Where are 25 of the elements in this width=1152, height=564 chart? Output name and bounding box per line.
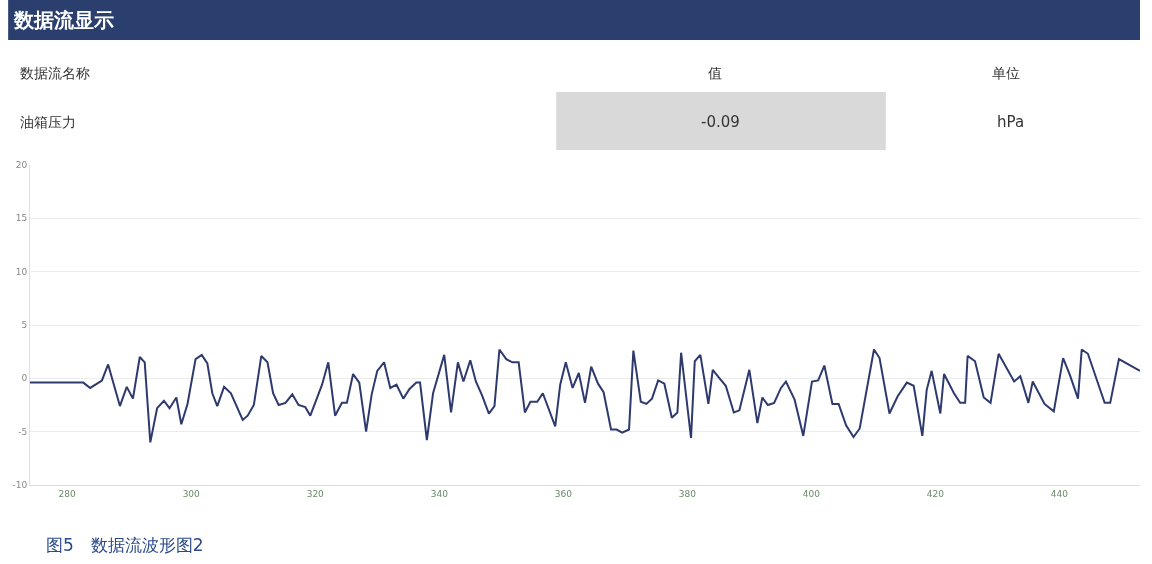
text: -0.09 bbox=[701, 113, 740, 131]
caption: 图5 数据流波形图2 bbox=[46, 535, 204, 555]
x-tick-label: 360 bbox=[554, 488, 573, 499]
y-tick-label: 10 bbox=[15, 266, 28, 277]
x-tick-label: 400 bbox=[802, 488, 821, 499]
x-tick-label: 340 bbox=[430, 488, 449, 499]
chart-title: 数据流显示 bbox=[13, 8, 114, 32]
text: hPa bbox=[997, 113, 1025, 131]
text: 单位 bbox=[992, 65, 1020, 81]
y-tick-label: 20 bbox=[15, 160, 28, 171]
line-series bbox=[30, 348, 1140, 444]
y-tick-label: -5 bbox=[18, 426, 28, 437]
y-tick-label: 5 bbox=[21, 320, 28, 331]
x-tick-label: 440 bbox=[1050, 488, 1069, 499]
x-tick-label: 320 bbox=[306, 488, 325, 499]
y-tick-label: 15 bbox=[15, 213, 28, 224]
x-tick-label: 300 bbox=[182, 488, 201, 499]
text: 油箱压力 bbox=[20, 114, 76, 130]
y-tick-label: -10 bbox=[12, 480, 28, 491]
x-tick-label: 380 bbox=[678, 488, 697, 499]
x-tick-label: 420 bbox=[926, 488, 945, 499]
x-tick-label: 280 bbox=[58, 488, 77, 499]
y-tick-label: 0 bbox=[21, 373, 28, 384]
text: 值 bbox=[708, 65, 722, 81]
text: 数据流名称 bbox=[20, 65, 90, 81]
